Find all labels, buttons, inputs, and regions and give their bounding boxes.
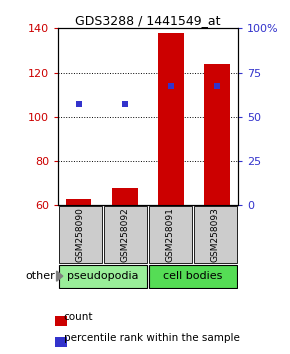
Point [215, 83, 219, 89]
Text: other: other [25, 271, 55, 281]
Text: pseudopodia: pseudopodia [67, 271, 139, 281]
Text: GSM258090: GSM258090 [76, 207, 85, 262]
Text: cell bodies: cell bodies [163, 271, 222, 281]
Bar [112, 188, 137, 205]
Text: GSM258091: GSM258091 [166, 207, 175, 262]
Text: GSM258092: GSM258092 [121, 207, 130, 262]
Bar [66, 199, 92, 205]
Bar [149, 206, 192, 263]
Point [168, 83, 173, 89]
Text: count: count [64, 312, 93, 322]
Bar [59, 265, 147, 287]
Bar [204, 64, 230, 205]
Bar [194, 206, 237, 263]
Text: percentile rank within the sample: percentile rank within the sample [64, 333, 240, 343]
Bar [158, 33, 184, 205]
Title: GDS3288 / 1441549_at: GDS3288 / 1441549_at [75, 14, 221, 27]
Bar [149, 265, 237, 287]
Bar [59, 206, 102, 263]
Point [123, 101, 127, 106]
Bar [104, 206, 147, 263]
Point [77, 101, 81, 106]
Text: GSM258093: GSM258093 [211, 207, 220, 262]
